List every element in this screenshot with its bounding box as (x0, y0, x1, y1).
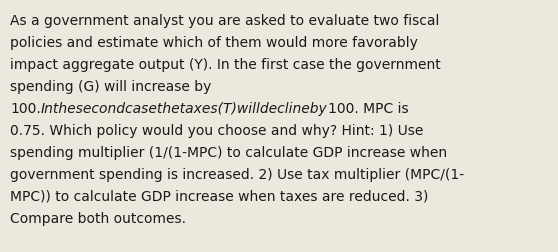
Text: 0.75. Which policy would you choose and why? Hint: 1) Use: 0.75. Which policy would you choose and … (10, 123, 424, 137)
Text: government spending is increased. 2) Use tax multiplier (MPC/(1-: government spending is increased. 2) Use… (10, 167, 464, 181)
Text: 100.: 100. (10, 102, 41, 115)
Text: policies and estimate which of them would more favorably: policies and estimate which of them woul… (10, 36, 418, 50)
Text: As a government analyst you are asked to evaluate two fiscal: As a government analyst you are asked to… (10, 14, 439, 28)
Text: Compare both outcomes.: Compare both outcomes. (10, 211, 186, 225)
Text: MPC)) to calculate GDP increase when taxes are reduced. 3): MPC)) to calculate GDP increase when tax… (10, 189, 429, 203)
Text: spending (G) will increase by: spending (G) will increase by (10, 80, 211, 94)
Text: Inthesecondcasethetaxes(T)willdeclineby: Inthesecondcasethetaxes(T)willdeclineby (41, 102, 328, 115)
Text: 100. MPC is: 100. MPC is (328, 102, 408, 115)
Text: impact aggregate output (Y). In the first case the government: impact aggregate output (Y). In the firs… (10, 58, 441, 72)
Text: spending multiplier (1/(1-MPC) to calculate GDP increase when: spending multiplier (1/(1-MPC) to calcul… (10, 145, 447, 159)
